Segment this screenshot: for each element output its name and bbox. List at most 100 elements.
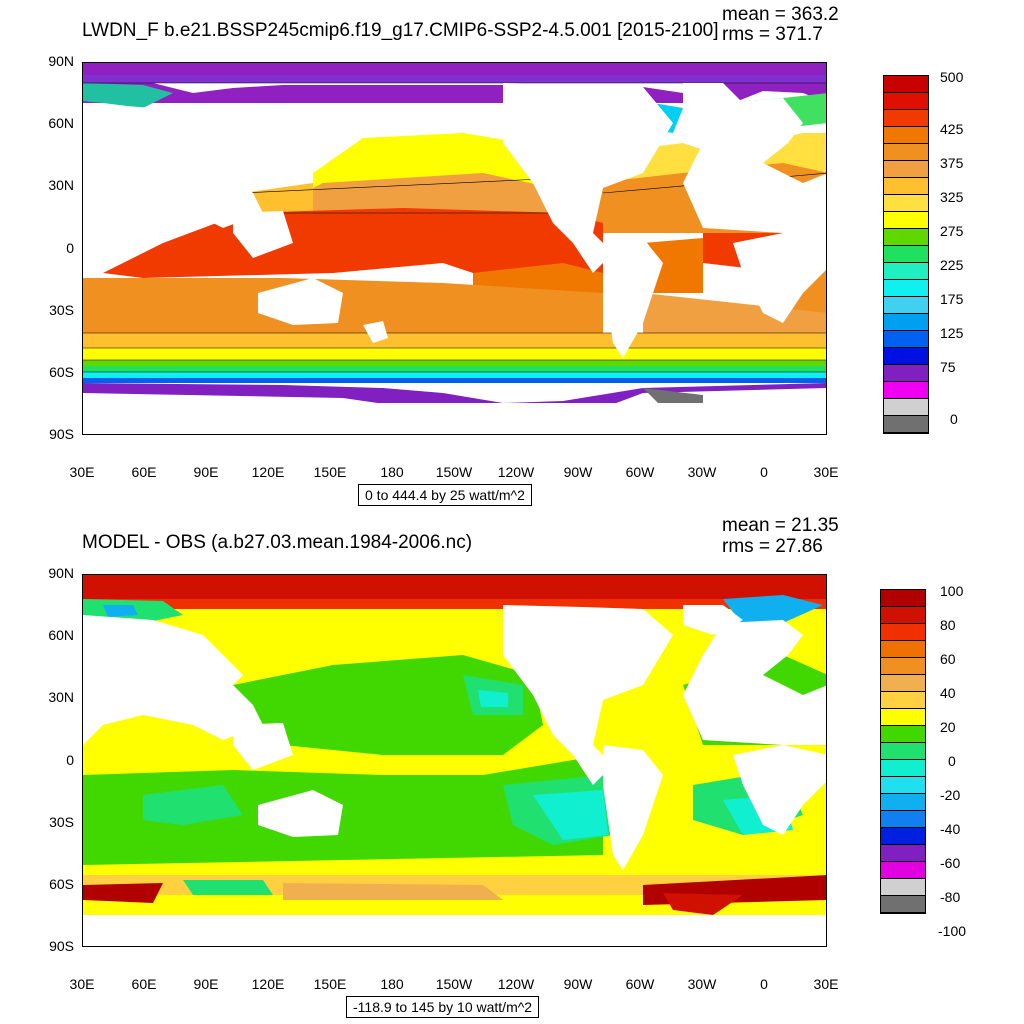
bottom-panel: MODEL - OBS (a.b27.03.mean.1984-2006.nc)… [0,512,1024,1024]
lon-label: 120W [497,976,535,992]
lon-label: 0 [760,976,768,992]
colorbar-label: 500 [940,69,964,85]
lon-label: 150E [313,464,347,480]
lat-label: 90S [49,426,74,442]
colorbar-swatch [884,331,928,348]
colorbar-label: 425 [940,121,964,137]
panel-title: LWDN_F b.e21.BSSP245cmip6.f19_g17.CMIP6-… [82,20,719,41]
lat-label: 90S [49,938,74,954]
colorbar-label: 275 [940,223,964,239]
lat-label: 60S [49,364,74,380]
lon-label: 120W [497,464,535,480]
colorbar-label: 75 [940,359,956,375]
mean-stat: mean = 363.2 [722,4,839,25]
colorbar-swatch [881,726,925,743]
colorbar-label: 80 [940,617,956,633]
lon-label: 30E [69,976,95,992]
colorbar-swatch [881,794,925,811]
colorbar-swatch [881,743,925,760]
colorbar-swatch [881,811,925,828]
lat-label: 60N [48,627,74,643]
colorbar-swatch [884,365,928,382]
colorbar-swatch [881,845,925,862]
colorbar-label: -80 [940,889,961,905]
colorbar-swatch [884,382,928,399]
colorbar-swatch [884,229,928,246]
colorbar [883,75,929,434]
lon-label: 30E [69,464,95,480]
colorbar-label: 40 [940,685,956,701]
rms-stat: rms = 371.7 [722,24,823,45]
lat-label: 60N [48,115,74,131]
colorbar-swatch [881,828,925,845]
colorbar-swatch [881,896,925,913]
colorbar-swatch [884,399,928,416]
colorbar-swatch [884,161,928,178]
colorbar-swatch [884,416,928,433]
lat-label: 0 [66,752,74,768]
colorbar-label: -40 [940,821,961,837]
colorbar-swatch [884,280,928,297]
lon-label: 30E [813,464,839,480]
colorbar-label: 375 [940,155,964,171]
colorbar-swatch [881,879,925,896]
colorbar-swatch [881,607,925,624]
colorbar-label: -100 [938,923,967,939]
colorbar [880,589,926,914]
lat-label: 30S [49,302,74,318]
lon-label: 0 [760,464,768,480]
lon-label: 150W [435,464,473,480]
contour-range-label: 0 to 444.4 by 25 watt/m^2 [358,484,532,506]
lon-label: 90W [563,976,593,992]
colorbar-label: 0 [948,753,956,769]
lon-label: 60E [131,976,157,992]
colorbar-swatch [881,760,925,777]
colorbar-swatch [881,692,925,709]
colorbar-swatch [884,348,928,365]
lon-label: 30W [687,464,717,480]
colorbar-swatch [884,127,928,144]
colorbar-label: -60 [940,855,961,871]
lon-label: 150E [313,976,347,992]
lon-label: 90E [193,464,219,480]
lat-label: 30S [49,814,74,830]
colorbar-swatch [884,195,928,212]
lon-label: 120E [251,464,285,480]
lon-label: 90E [193,976,219,992]
lon-label: 60E [131,464,157,480]
colorbar-swatch [884,246,928,263]
colorbar-swatch [884,93,928,110]
colorbar-label: 225 [940,257,964,273]
lon-label: 90W [563,464,593,480]
colorbar-swatch [884,297,928,314]
lat-label: 30N [48,689,74,705]
lon-label: 60W [625,464,655,480]
colorbar-swatch [884,178,928,195]
colorbar-swatch [881,658,925,675]
lon-label: 30E [813,976,839,992]
lat-label: 0 [66,240,74,256]
lat-label: 90N [48,53,74,69]
colorbar-label: 60 [940,651,956,667]
lon-label: 60W [625,976,655,992]
lwdn-map [82,62,827,435]
lon-label: 180 [380,976,404,992]
lat-label: 30N [48,177,74,193]
colorbar-swatch [884,76,928,93]
colorbar-swatch [884,212,928,229]
mean-stat: mean = 21.35 [722,515,839,536]
lon-label: 120E [251,976,285,992]
top-panel: LWDN_F b.e21.BSSP245cmip6.f19_g17.CMIP6-… [48,4,964,506]
colorbar-swatch [881,641,925,658]
colorbar-label: 125 [940,325,964,341]
rms-stat: rms = 27.86 [722,536,823,557]
lon-label: 30W [687,976,717,992]
colorbar-swatch [884,314,928,331]
colorbar-swatch [881,862,925,879]
colorbar-swatch [884,263,928,280]
colorbar-label: 175 [940,291,964,307]
colorbar-swatch [881,709,925,726]
colorbar-swatch [881,675,925,692]
lon-label: 180 [380,464,404,480]
colorbar-label: 325 [940,189,964,205]
